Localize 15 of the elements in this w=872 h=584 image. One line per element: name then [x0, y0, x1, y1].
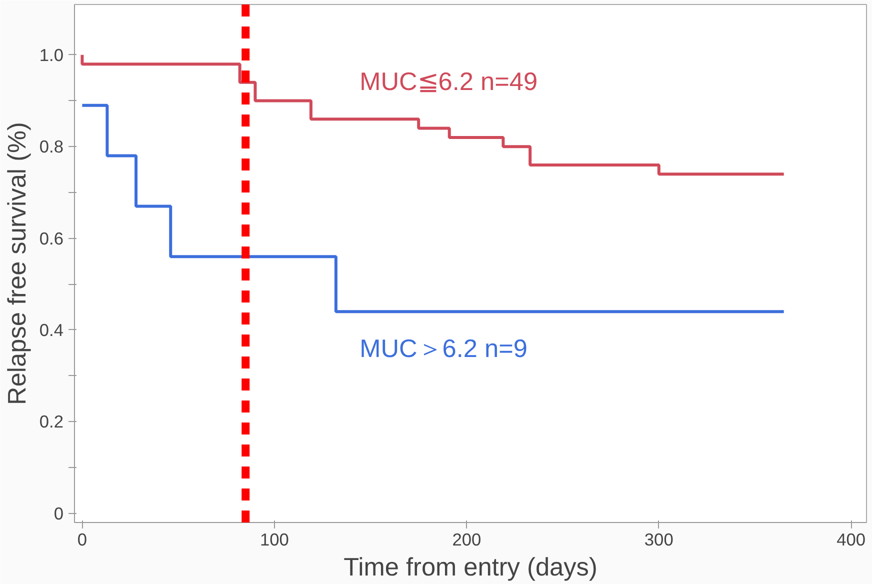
x-axis-title: Time from entry (days): [344, 554, 598, 582]
x-tick-label: 400: [836, 530, 866, 550]
y-tick-label: 1.0: [39, 44, 64, 65]
x-tick-label: 200: [452, 530, 482, 550]
series-label: MUC＞6.2 n=9: [360, 334, 528, 363]
series-label: MUC≦6.2 n=49: [360, 68, 538, 96]
y-tick-label: 0: [54, 503, 64, 524]
x-tick-label: 300: [644, 530, 674, 550]
y-tick-label: 0.2: [39, 412, 64, 432]
y-tick-label: 0.8: [39, 136, 64, 157]
x-tick-label: 100: [260, 530, 289, 550]
x-tick-label: 0: [77, 530, 88, 550]
y-tick-label: 0.6: [39, 228, 64, 248]
y-axis-title: Relapse free survival (%): [3, 122, 32, 405]
y-tick-label: 0.4: [39, 320, 64, 340]
